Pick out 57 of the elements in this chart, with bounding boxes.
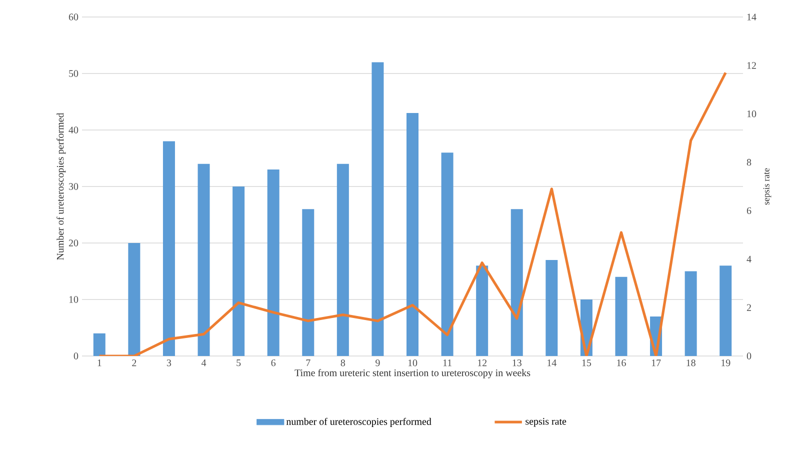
x-tick-label: 13	[512, 360, 522, 366]
x-tick-label: 17	[652, 360, 661, 366]
y-tick-label: 0	[74, 352, 78, 360]
bar	[302, 209, 314, 356]
y-axis-title: Number of ureteroscopies performed	[56, 112, 66, 260]
y-tick-label: 10	[69, 296, 78, 303]
y2-tick-label: 4	[746, 256, 752, 262]
x-tick-label: 16	[617, 360, 626, 366]
bar	[336, 164, 349, 356]
bar	[198, 164, 210, 356]
legend-label: number of ureteroscopies performed	[286, 418, 432, 427]
bar	[267, 170, 280, 356]
x-tick-label: 5	[236, 360, 241, 366]
bar	[232, 186, 245, 356]
bar	[441, 152, 454, 356]
x-tick-label: 1	[98, 360, 102, 366]
x-tick-label: 10	[408, 360, 418, 366]
x-tick-label: 18	[686, 360, 696, 366]
bar	[406, 113, 419, 356]
y-tick-label: 60	[68, 14, 78, 20]
y-tick-label: 20	[68, 240, 78, 246]
x-tick-label: 8	[340, 360, 346, 366]
line-series	[98, 71, 727, 356]
x-tick-label: 6	[271, 360, 276, 366]
bar	[684, 271, 697, 356]
y-tick-label: 40	[68, 126, 78, 134]
bar	[615, 276, 628, 356]
x-tick-label: 3	[166, 360, 172, 366]
bar	[476, 266, 488, 356]
y2-axis-title: sepsis rate	[763, 168, 772, 205]
y2-tick-label: 2	[746, 304, 751, 311]
bar	[162, 141, 175, 356]
x-axis-title: Time from ureteric stent insertion to ureteroscopy in weeks	[294, 369, 530, 378]
y2-tick-label: 8	[746, 158, 752, 166]
y2-tick-label: 10	[747, 110, 756, 118]
x-tick-label: 19	[722, 360, 730, 366]
x-tick-label: 14	[548, 360, 556, 366]
legend-label: sepsis rate	[526, 418, 566, 427]
bar	[128, 243, 140, 356]
y-tick-label: 30	[69, 183, 78, 190]
x-tick-label: 15	[582, 360, 592, 366]
y2-tick-label: 14	[747, 14, 756, 20]
x-tick-label: 4	[201, 360, 206, 366]
x-tick-label: 2	[132, 360, 136, 366]
x-tick-label: 12	[478, 360, 487, 366]
y2-tick-label: 6	[746, 207, 752, 214]
bar	[510, 209, 523, 356]
x-tick-label: 11	[443, 360, 452, 366]
y2-tick-label: 12	[747, 62, 756, 69]
bar	[93, 333, 106, 356]
bar	[372, 62, 384, 356]
bar	[546, 260, 558, 356]
x-tick-label: 7	[306, 360, 310, 366]
x-tick-label: 9	[376, 360, 380, 366]
y-tick-label: 50	[69, 70, 78, 77]
bar	[720, 266, 732, 356]
y2-tick-label: 0	[746, 352, 752, 360]
